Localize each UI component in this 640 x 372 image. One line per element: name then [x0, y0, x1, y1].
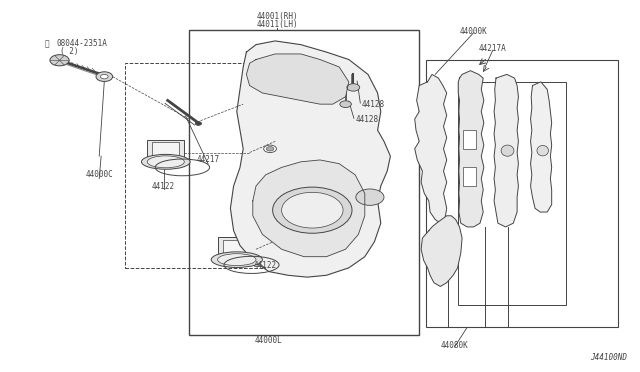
Text: 44217A: 44217A: [479, 44, 507, 53]
Text: 44217: 44217: [196, 155, 220, 164]
Bar: [342, 86, 350, 92]
Polygon shape: [253, 160, 365, 257]
Text: 44128: 44128: [362, 100, 385, 109]
Bar: [189, 30, 419, 335]
Bar: [152, 142, 179, 163]
Bar: [463, 130, 476, 149]
Text: 44122: 44122: [152, 182, 175, 190]
Text: 44080K: 44080K: [440, 341, 468, 350]
Circle shape: [273, 187, 352, 233]
Bar: [458, 82, 566, 305]
Circle shape: [100, 74, 108, 79]
Bar: [147, 140, 184, 166]
Bar: [125, 63, 266, 268]
Ellipse shape: [211, 252, 262, 267]
Polygon shape: [415, 74, 447, 223]
Ellipse shape: [218, 254, 256, 266]
Circle shape: [266, 147, 274, 151]
Polygon shape: [458, 71, 484, 227]
Polygon shape: [494, 74, 518, 227]
Bar: [223, 240, 251, 261]
Polygon shape: [421, 216, 462, 286]
Circle shape: [347, 84, 360, 91]
Polygon shape: [246, 54, 349, 104]
Ellipse shape: [501, 145, 514, 156]
Bar: [463, 167, 476, 186]
Text: 44000L: 44000L: [255, 336, 283, 345]
Circle shape: [356, 189, 384, 205]
Circle shape: [195, 122, 202, 125]
Text: 44122: 44122: [254, 262, 277, 270]
Ellipse shape: [147, 156, 184, 168]
Circle shape: [264, 145, 276, 153]
Polygon shape: [531, 82, 552, 212]
Text: ( 2): ( 2): [60, 47, 79, 56]
Text: 44011(LH): 44011(LH): [256, 20, 298, 29]
Circle shape: [50, 55, 69, 66]
Bar: [426, 60, 618, 327]
Text: 44128: 44128: [355, 115, 378, 124]
Polygon shape: [230, 41, 390, 277]
Text: 44001(RH): 44001(RH): [256, 12, 298, 21]
Circle shape: [340, 101, 351, 108]
Text: 44000C: 44000C: [85, 170, 113, 179]
Circle shape: [96, 72, 113, 81]
Text: Ⓜ: Ⓜ: [45, 39, 50, 48]
Bar: [218, 237, 256, 264]
Ellipse shape: [537, 145, 548, 156]
Circle shape: [282, 192, 343, 228]
Ellipse shape: [141, 154, 190, 169]
Text: 44000K: 44000K: [460, 27, 488, 36]
Bar: [349, 68, 358, 74]
Text: J44100ND: J44100ND: [590, 353, 627, 362]
Text: 08044-2351A: 08044-2351A: [56, 39, 107, 48]
